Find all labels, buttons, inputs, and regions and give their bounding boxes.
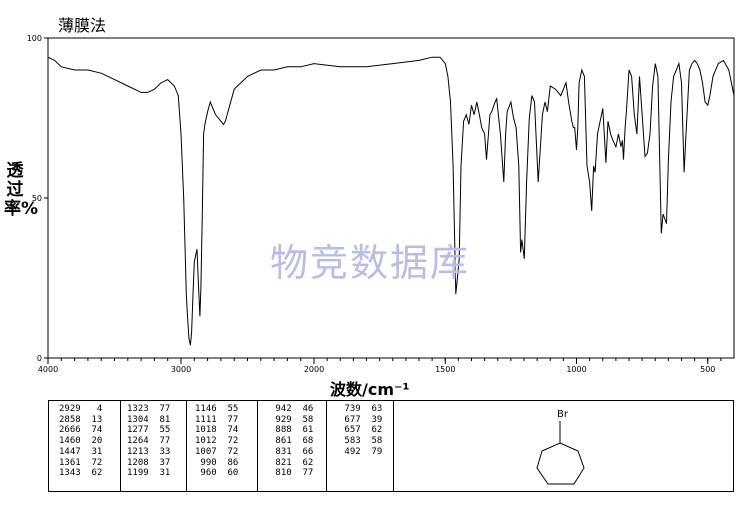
y-axis: 100 50 0 [27, 34, 48, 363]
cycloheptane-ring [536, 442, 585, 485]
x-tick-label: 500 [700, 365, 715, 374]
peak-table: 2929 4 2858 13 2666 74 1460 20 1447 31 1… [48, 400, 734, 492]
y-tick-label: 0 [37, 354, 42, 363]
y-tick-label: 100 [27, 34, 42, 43]
x-axis-label: 波数/cm⁻¹ [330, 380, 410, 399]
peak-column-1: 2929 4 2858 13 2666 74 1460 20 1447 31 1… [59, 404, 103, 479]
watermark: 物竞数据库 [270, 241, 471, 285]
x-tick-label: 4000 [38, 365, 58, 374]
y-axis-label: 透过率% [4, 161, 39, 219]
plot-frame [47, 37, 735, 359]
y-tick-label: 50 [32, 194, 42, 203]
x-tick-label: 3000 [171, 365, 191, 374]
peak-column-3: 1146 55 1111 77 1018 74 1012 72 1007 72 … [195, 404, 239, 479]
peak-column-5: 739 63 677 39 657 62 583 58 492 79 [344, 404, 383, 457]
x-minor-ticks [60, 358, 722, 361]
peak-column-2: 1323 77 1304 81 1277 55 1264 77 1213 33 … [127, 404, 171, 479]
x-axis: 4000 3000 2000 1500 1000 500 [38, 358, 715, 374]
x-tick-label: 2000 [304, 365, 324, 374]
spectrum-line [47, 56, 735, 346]
method-label: 薄膜法 [58, 16, 107, 35]
peak-column-4: 942 46 929 58 888 61 861 68 831 66 821 6… [275, 404, 314, 479]
molecule-structure: Br [536, 409, 585, 485]
bromine-label: Br [557, 409, 569, 420]
x-tick-label: 1500 [435, 365, 455, 374]
x-tick-label: 1000 [566, 365, 586, 374]
